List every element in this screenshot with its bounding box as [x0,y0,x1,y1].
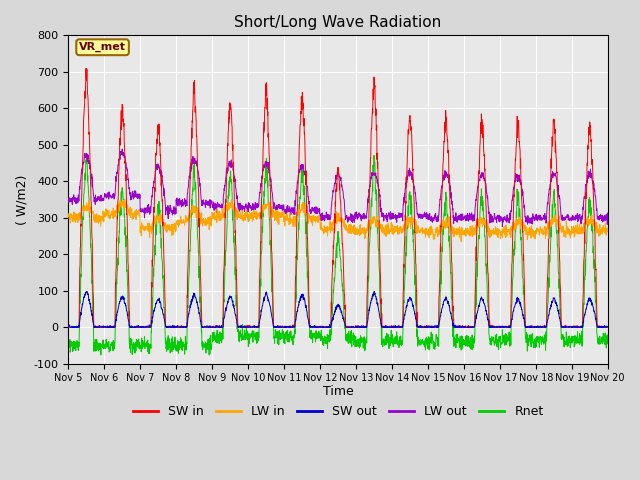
Text: VR_met: VR_met [79,42,126,52]
Legend: SW in, LW in, SW out, LW out, Rnet: SW in, LW in, SW out, LW out, Rnet [127,400,548,423]
Title: Short/Long Wave Radiation: Short/Long Wave Radiation [234,15,442,30]
X-axis label: Time: Time [323,385,353,398]
Y-axis label: ( W/m2): ( W/m2) [15,174,28,225]
